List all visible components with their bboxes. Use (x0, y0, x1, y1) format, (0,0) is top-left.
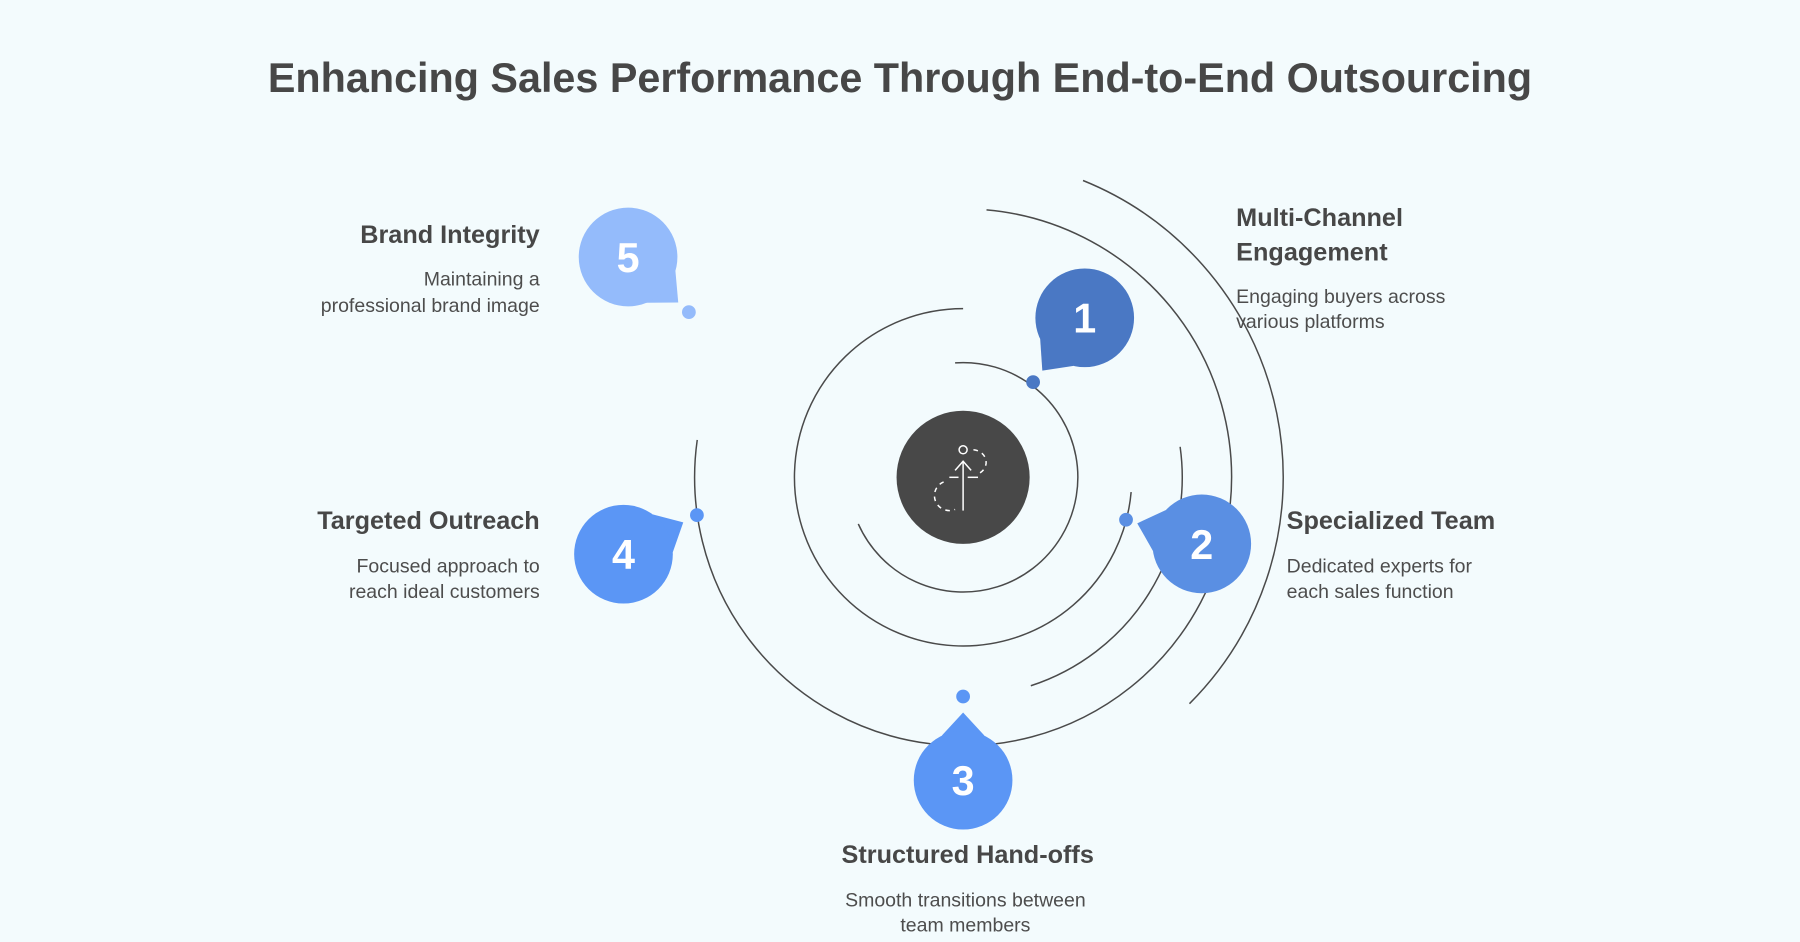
page-title: Enhancing Sales Performance Through End-… (268, 55, 1532, 101)
step-5-badge: 5 (578, 207, 696, 319)
step-2-ring-dot (1119, 512, 1133, 527)
step-2-number: 2 (1190, 522, 1213, 568)
step-4-text: Targeted Outreach Focused approach to re… (317, 507, 540, 603)
step-2-desc: Dedicated experts for (1287, 556, 1473, 578)
step-3-text: Structured Hand-offs Smooth transitions … (842, 841, 1094, 937)
badge-pointer (941, 712, 985, 736)
step-2-title: Specialized Team (1287, 507, 1496, 535)
step-5-title: Brand Integrity (360, 221, 539, 249)
step-2-text: Specialized Team Dedicated experts for e… (1287, 507, 1496, 603)
step-5-desc: Maintaining a (424, 269, 540, 291)
badge-circle (913, 730, 1013, 830)
step-1-ring-dot (1026, 375, 1040, 389)
step-3-desc-line2: team members (900, 915, 1030, 937)
step-3-ring-dot (956, 689, 970, 704)
step-1-number: 1 (1073, 296, 1096, 342)
badge-circle (578, 207, 678, 307)
ring-arc-2 (793, 307, 1132, 647)
step-1-text: Multi-Channel Engagement Engaging buyers… (1236, 204, 1445, 333)
step-1-desc-line2: various platforms (1236, 311, 1385, 333)
step-4-number: 4 (612, 532, 635, 578)
step-3-badge: 3 (913, 689, 1013, 830)
step-4-title: Targeted Outreach (317, 507, 540, 535)
step-1-title: Multi-Channel (1236, 204, 1403, 232)
badge-circle (574, 504, 673, 604)
step-5-text: Brand Integrity Maintaining a profession… (321, 221, 540, 317)
step-4-ring-dot (690, 508, 704, 523)
ring-arc-4 (693, 209, 1233, 747)
step-2-desc-line2: each sales function (1287, 581, 1454, 603)
step-1-title-line2: Engagement (1236, 238, 1388, 266)
step-5-ring-dot (681, 305, 696, 319)
step-3-title: Structured Hand-offs (842, 841, 1094, 869)
ring-arc-5 (1082, 179, 1284, 705)
step-3-desc: Smooth transitions between (845, 889, 1086, 911)
step-3-number: 3 (952, 758, 975, 804)
step-1-desc: Engaging buyers across (1236, 286, 1445, 308)
badge-circle (1152, 494, 1252, 594)
center-hub (896, 410, 1030, 544)
step-4-badge: 4 (574, 504, 704, 604)
step-4-desc: Focused approach to (357, 556, 540, 578)
step-5-number: 5 (617, 235, 640, 281)
step-1-badge: 1 (1026, 268, 1135, 389)
badge-circle (1035, 268, 1135, 368)
ring-arc-3 (1030, 446, 1183, 687)
person-climbing-arrow-icon (933, 445, 987, 512)
concentric-rings (693, 179, 1284, 747)
step-2-badge: 2 (1119, 494, 1252, 594)
step-4-desc-line2: reach ideal customers (349, 581, 540, 603)
step-5-desc-line2: professional brand image (321, 295, 540, 317)
